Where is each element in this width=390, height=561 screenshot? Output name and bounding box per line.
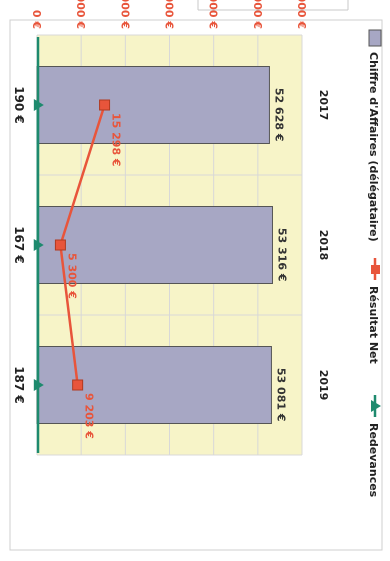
point-resultat-net <box>100 100 110 110</box>
y-tick-label: 50 000 € <box>251 0 264 29</box>
bar-chiffre-affaires <box>37 67 269 144</box>
x-tick-label: 2019 <box>317 370 330 401</box>
point-resultat-net <box>55 240 65 250</box>
bar-data-label: 53 081 € <box>274 368 287 422</box>
legend-label-redevances: Redevances <box>367 423 380 498</box>
redevances-data-label: 167 € <box>12 226 26 264</box>
x-tick-label: 2017 <box>317 90 330 121</box>
y-tick-label: 40 000 € <box>207 0 220 29</box>
legend-marker-resultat-net <box>371 265 380 274</box>
y-tick-label: 10 000 € <box>74 0 87 29</box>
redevances-data-label: 187 € <box>12 366 26 404</box>
bar-data-label: 52 628 € <box>272 88 285 142</box>
legend-label-resultat-net: Résultat Net <box>367 286 380 364</box>
legend-swatch-chiffre-affaires <box>369 30 381 46</box>
resultat-net-data-label: 15 298 € <box>110 113 123 167</box>
point-resultat-net <box>73 380 83 390</box>
y-tick-label: 20 000 € <box>118 0 131 29</box>
legend-label-chiffre-affaires: Chiffre d'Affaires (délégataire) <box>367 52 380 242</box>
resultat-net-data-label: 9 203 € <box>83 393 96 439</box>
y-tick-label: 60 000 € <box>295 0 308 29</box>
y-tick-label: 0 € <box>30 10 43 29</box>
y-tick-label: 30 000 € <box>163 0 176 29</box>
resultat-net-data-label: 5 300 € <box>65 253 78 299</box>
bar-data-label: 53 316 € <box>275 228 288 282</box>
redevances-data-label: 190 € <box>12 86 26 124</box>
x-tick-label: 2018 <box>317 230 330 261</box>
